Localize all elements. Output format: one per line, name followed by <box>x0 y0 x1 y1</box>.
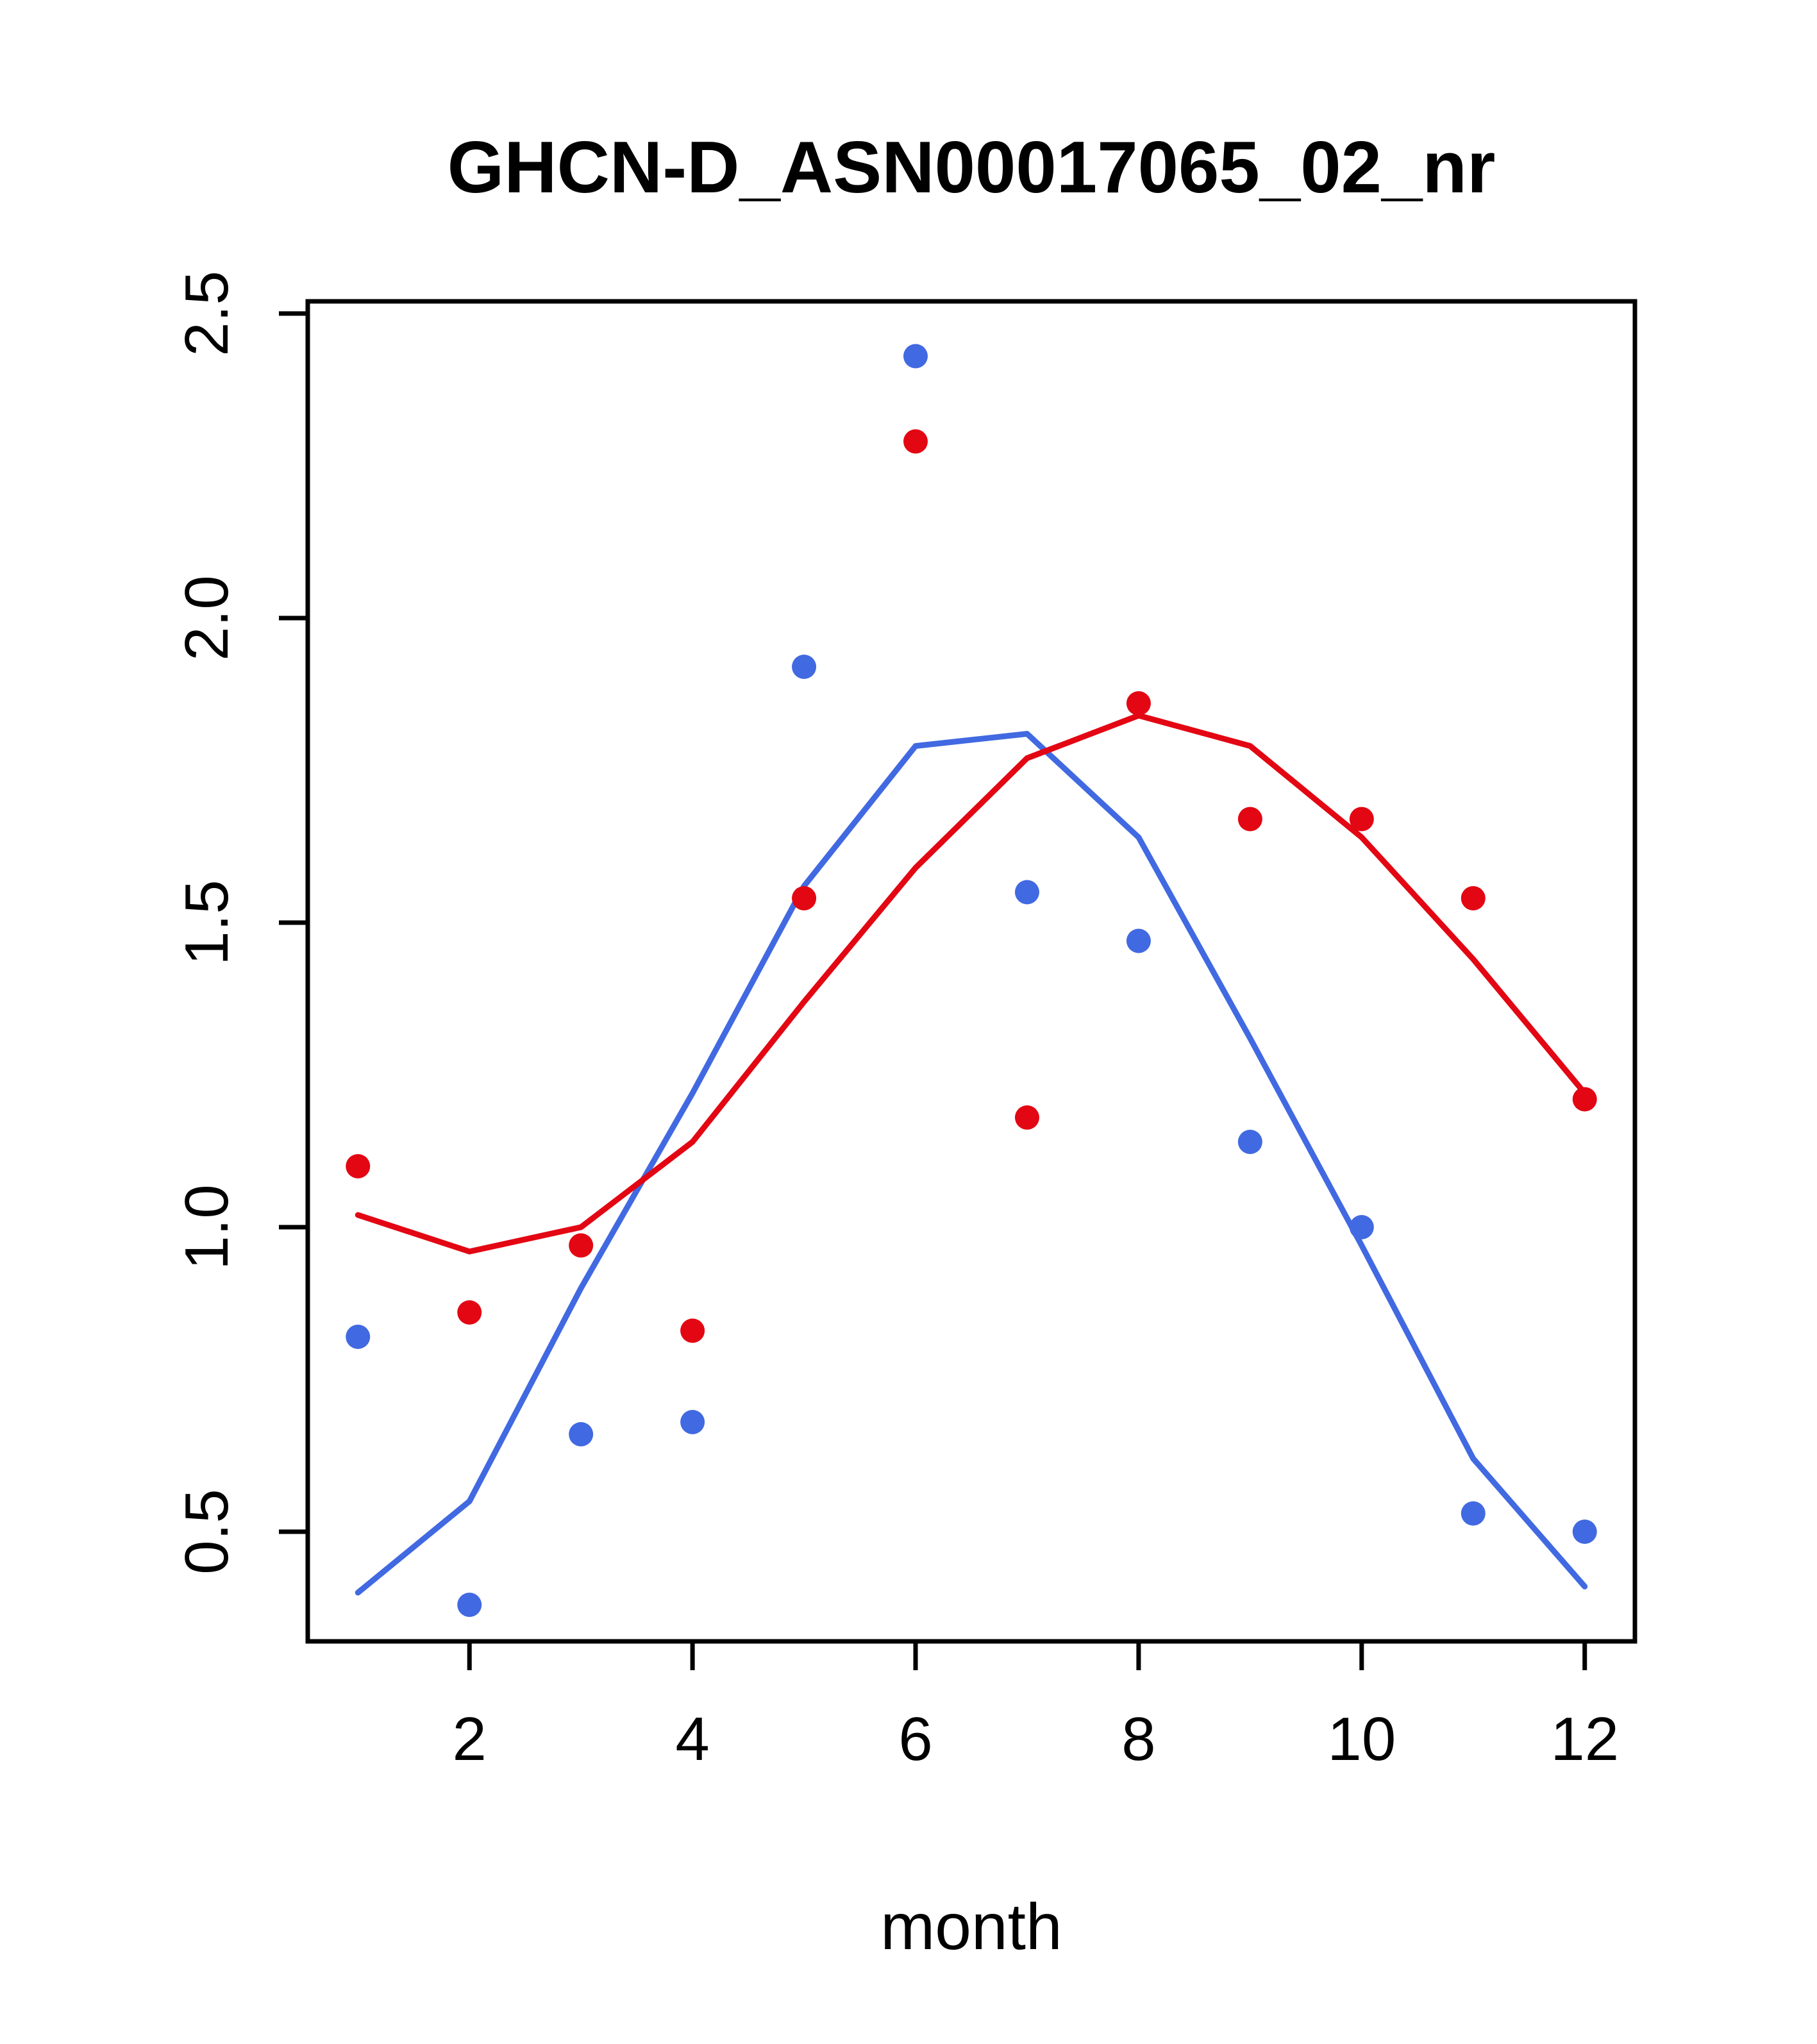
series-blue-points-point <box>1349 1215 1374 1239</box>
y-tick-label: 1.5 <box>172 880 241 965</box>
series-red-points-point <box>1572 1087 1597 1112</box>
series-red-points-point <box>1014 1105 1039 1130</box>
y-tick-label: 0.5 <box>172 1489 241 1574</box>
series-blue-points-point <box>1461 1501 1486 1526</box>
y-tick-label: 2.5 <box>172 271 241 356</box>
x-axis-label: month <box>880 1890 1062 1963</box>
series-red-points-point <box>1126 691 1151 716</box>
chart-title: GHCN-D_ASN00017065_02_nr <box>448 127 1496 208</box>
series-red-smooth-line <box>355 712 1588 1255</box>
series-red-points-point <box>792 886 817 910</box>
x-tick-label: 12 <box>1550 1705 1619 1773</box>
series-red-points-point <box>457 1300 482 1325</box>
series-blue-points-point <box>569 1422 594 1446</box>
series-red-points-point <box>903 429 928 454</box>
x-tick-label: 2 <box>453 1705 487 1773</box>
series-blue-points-point <box>792 655 817 679</box>
series-blue-points-point <box>680 1410 705 1434</box>
series-blue-smooth-line <box>355 731 1588 1596</box>
series-red-points-point <box>346 1154 371 1178</box>
series-blue-points-point <box>1014 880 1039 905</box>
x-tick-label: 10 <box>1327 1705 1396 1773</box>
plot-content: 2 4 6 8 10 12 0.5 1.0 1.5 2.0 2.5 <box>172 271 1637 1773</box>
series-red-points-point <box>680 1318 705 1343</box>
plot-box <box>305 299 1637 1644</box>
series-blue-points-point <box>1572 1520 1597 1544</box>
y-tick-label: 1.0 <box>172 1184 241 1269</box>
series-blue-points-point <box>346 1325 371 1349</box>
series-red-points-point <box>569 1233 594 1258</box>
series-red-points-point <box>1237 807 1262 832</box>
y-tick-label: 2.0 <box>172 575 241 660</box>
series-blue-points-point <box>1126 928 1151 953</box>
series-blue-points-point <box>1237 1130 1262 1154</box>
x-tick-label: 4 <box>675 1705 709 1773</box>
x-tick-label: 6 <box>898 1705 932 1773</box>
series-blue-points-point <box>457 1593 482 1617</box>
series-blue-points-point <box>903 344 928 369</box>
x-tick-label: 8 <box>1121 1705 1155 1773</box>
series-red-points-point <box>1461 886 1486 910</box>
series-red-points-point <box>1349 807 1374 832</box>
